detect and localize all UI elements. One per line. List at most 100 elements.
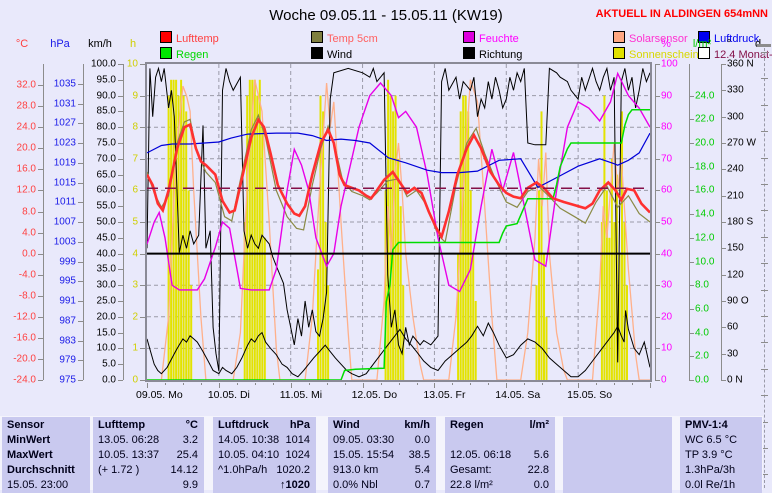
axis-kmh-label: 85.0 [96,105,116,117]
table-cell-text: 913.0 km [333,464,379,477]
page-title: Woche 09.05.11 - 15.05.11 (KW19) [269,7,503,24]
table-cell-text: 15.05. 23:00 [7,479,69,492]
axis-h-label: 9 [132,90,138,102]
axis-unit-l/m²: l/m² [692,38,712,50]
axis-lm-tick [689,332,694,334]
axis-%-tick [655,316,660,318]
legend-swatch [698,47,710,59]
sunshine-bar [472,253,475,380]
axis-kmh-tick [118,285,123,287]
legend-swatch [160,31,172,43]
axis-h-tick [140,222,145,223]
axis-lm-label: 20.0 [695,137,715,149]
axis-h-tick [140,380,145,381]
axis-°-tick [721,90,726,92]
x-axis-day-label: 12.05. Do [351,389,398,401]
axis-lm-label: 18.0 [695,161,715,173]
sunshine-bar [172,79,175,380]
x-axis-tick [147,383,148,388]
x-axis-tick [488,383,490,385]
x-axis-tick [524,383,526,385]
x-axis-tick [290,383,292,388]
axis-lm-tick [689,143,694,144]
table-cell: Regen l/m² [445,417,555,433]
table-cell [563,417,672,433]
axis-°-tick [721,380,726,381]
sunshine-bar [623,222,626,380]
axis-kmh-tick [118,348,123,350]
axis-kmh-tick [118,111,123,113]
axis-°C-tick [38,211,43,213]
series-lufttemp [147,117,650,240]
axis-d-topbar [757,44,771,47]
table-cell-value: 1024 [285,448,310,461]
axis-lm-label: 8.0 [695,279,709,291]
table-cell [445,432,555,448]
axis-lm-tick [689,95,694,97]
axis-lm-tick [689,261,694,263]
axis-kmh-label: 10.0 [96,342,116,354]
axis-kmh-label: 65.0 [96,169,116,181]
axis-h-tick [140,158,145,160]
sunshine-bar [175,79,178,380]
legend-swatch [613,47,625,59]
x-axis-tick [165,383,166,385]
axis-d-tick [761,474,768,475]
axis-hPa-label: 1023 [53,137,76,149]
axis-°-label: 30 [727,348,739,360]
axis-°C-label: -20.0 [13,353,36,365]
axis-lm-line [689,64,690,380]
axis-°-label: 360 N [727,58,754,70]
axis-lm-label: 22.0 [695,113,715,125]
x-axis-tick [650,383,651,388]
sunshine-bar [387,79,390,380]
table-cell-text: WC 6.5 °C [685,433,738,446]
x-axis-day-label: 15.05. So [567,389,613,401]
axis-d-tick [761,52,768,53]
axis-h-label: 4 [132,248,138,260]
axis-hPa-tick [78,103,83,105]
sunshine-bar [243,222,246,380]
axis-°C-label: 28.0 [16,100,36,112]
table-cell: Lufttemp °C [93,417,204,433]
axis-hPa-label: 1015 [53,177,76,188]
axis-kmh-label: 40.0 [96,248,116,260]
axis-kmh-label: 50.0 [96,216,116,228]
axis-unit-hPa: hPa [50,38,70,50]
axis-kmh-label: 75.0 [96,137,116,149]
axis-lm-label: 16.0 [695,184,715,196]
sunshine-bar [327,285,330,380]
axis-h-label: 5 [132,216,138,228]
axis-h-tick [140,95,145,97]
axis-hPa-tick [78,202,83,204]
axis-°-label: 150 [727,242,744,254]
x-axis-day-label: 11.05. Mi [279,389,323,401]
axis-kmh-label: 55.0 [96,200,116,212]
axis-%-tick [655,64,660,65]
axis-kmh-label: 15.0 [96,327,116,339]
x-axis-day-label: 09.05. Mo [136,389,183,401]
axis-°-tick [721,195,726,197]
axis-°C-label: -4.0 [18,269,36,281]
axis-d-tick [761,263,768,264]
x-axis-tick [470,383,472,385]
axis-hPa-label: 979 [59,354,76,366]
legend-swatch [698,31,710,43]
axis-d-line [764,48,765,488]
sunshine-bar [543,253,545,380]
x-axis-tick [560,383,562,385]
axis-d-tick [761,78,768,79]
table-cell-text: ^1.0hPa/h [218,464,268,477]
legend-item-luftdruck: Luftdruck [698,31,759,45]
axis-kmh-label: 5.0 [102,358,116,370]
axis-°C-tick [38,274,43,276]
axis-lm-tick [689,380,694,381]
axis-%-label: 10 [661,342,673,354]
table-cell-value: hPa [289,418,310,431]
axis-hPa-label: 999 [59,256,76,267]
sunshine-bar [608,237,611,380]
table-cell-text: 10.05. 04:10 [218,448,280,461]
x-axis-tick [308,383,310,385]
axis-°C-label: 4.0 [22,227,36,238]
axis-kmh-tick [118,253,123,255]
